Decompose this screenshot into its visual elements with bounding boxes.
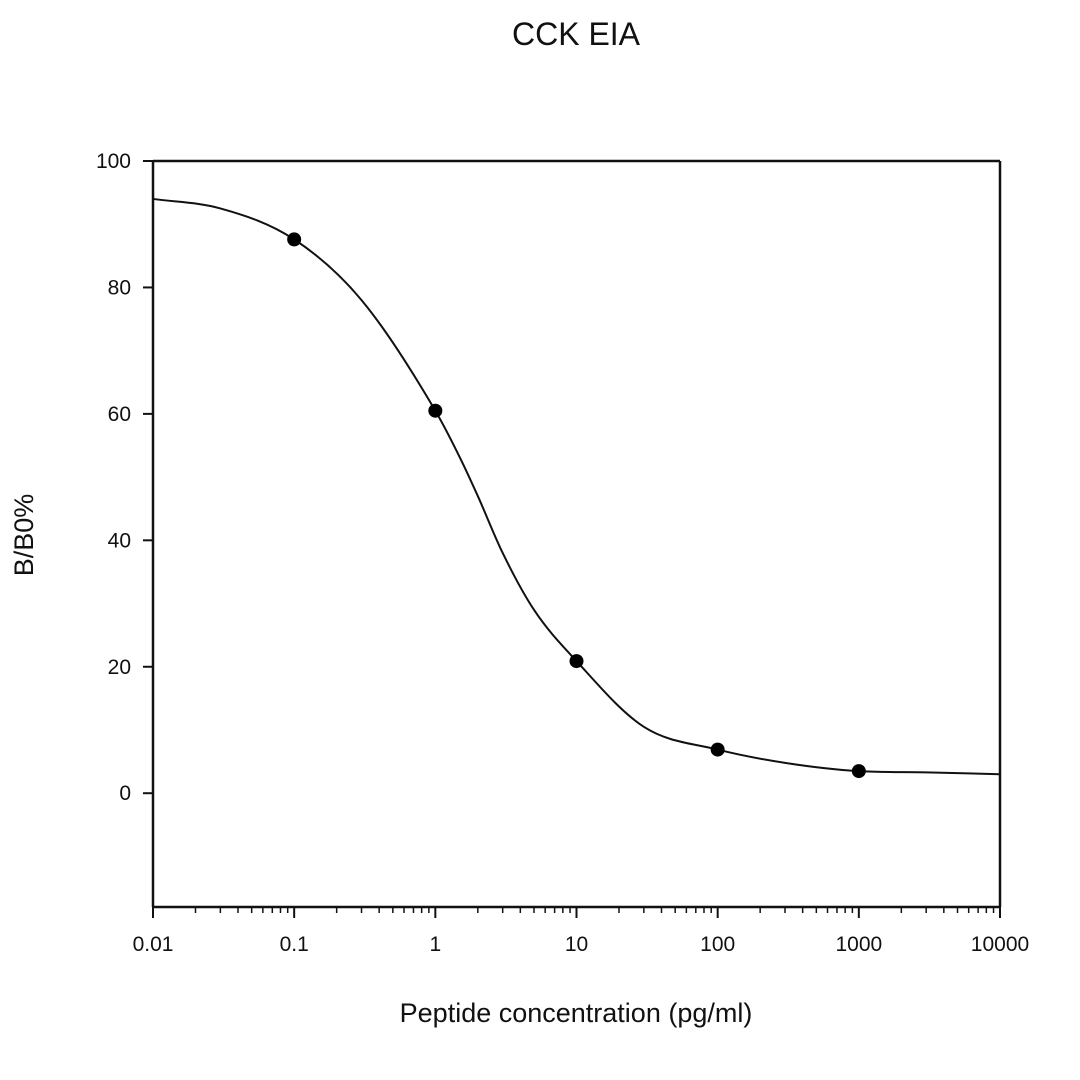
y-axis-label: B/B0% [9,494,39,577]
chart-title: CCK EIA [512,16,641,52]
y-tick-label: 60 [108,403,131,426]
data-point [710,742,725,757]
x-tick-label: 1000 [835,933,882,956]
y-tick-label: 40 [108,529,131,552]
data-point [428,403,443,418]
x-tick-label: 100 [700,933,735,956]
x-tick-label: 0.01 [133,933,174,956]
y-tick-label: 80 [108,276,131,299]
x-tick-label: 10 [565,933,588,956]
x-tick-label: 0.1 [280,933,309,956]
y-tick-label: 0 [119,782,131,805]
data-point [287,232,302,247]
x-axis-label: Peptide concentration (pg/ml) [400,998,753,1028]
data-point [569,654,584,669]
plot-layer: 0 20 40 60 80 100 0.01 0.1 1 10 100 1000 10000 [96,150,1029,956]
data-point [851,764,866,779]
y-tick-label: 20 [108,656,131,679]
y-tick-label: 100 [96,150,131,173]
fit-curve [152,197,1001,776]
x-tick-label: 10000 [971,933,1029,956]
x-tick-label: 1 [429,933,441,956]
